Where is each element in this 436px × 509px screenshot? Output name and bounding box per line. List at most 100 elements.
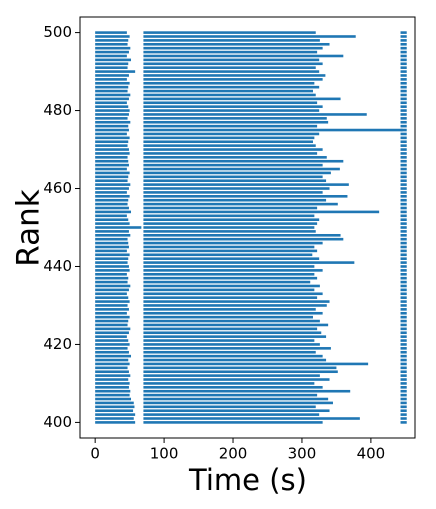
segment	[143, 140, 313, 144]
segment	[95, 343, 130, 346]
segment	[95, 397, 132, 401]
segment	[143, 183, 349, 186]
segment	[400, 78, 407, 81]
segment	[143, 214, 315, 218]
segment	[143, 136, 315, 140]
segment	[400, 62, 407, 66]
segment	[95, 70, 136, 73]
segment	[143, 113, 367, 116]
segment	[400, 417, 407, 420]
segment	[95, 62, 129, 66]
segment	[400, 210, 407, 214]
segment	[143, 335, 327, 338]
segment	[400, 226, 407, 229]
segment	[400, 237, 407, 241]
x-tick-label: 200	[219, 445, 248, 463]
segment	[95, 132, 127, 136]
segment	[143, 159, 344, 163]
segment	[400, 31, 407, 34]
segment	[400, 54, 407, 58]
segment	[95, 366, 128, 370]
segment	[143, 280, 311, 284]
segment	[400, 195, 407, 198]
segment	[143, 237, 344, 241]
y-tick-label: 460	[43, 179, 72, 197]
segment	[400, 117, 407, 120]
segment	[400, 323, 407, 327]
segment	[143, 85, 320, 89]
segment	[400, 105, 407, 108]
segment	[95, 292, 127, 296]
segment	[400, 393, 407, 397]
segment	[143, 300, 330, 303]
segment	[143, 42, 330, 46]
segment	[95, 382, 130, 385]
segment	[95, 128, 129, 132]
segment	[95, 156, 128, 159]
segment	[400, 397, 407, 401]
segment	[400, 374, 407, 377]
segment	[95, 311, 127, 315]
segment	[400, 128, 407, 132]
segment	[95, 152, 130, 155]
segment	[400, 362, 407, 366]
segment	[400, 218, 407, 222]
segment	[143, 206, 318, 210]
segment	[95, 315, 130, 319]
segment	[400, 378, 407, 381]
segment	[95, 378, 129, 381]
segment	[400, 300, 407, 303]
segment	[143, 405, 316, 409]
segment	[400, 50, 407, 54]
segment	[143, 171, 331, 175]
segment	[143, 261, 355, 264]
segment	[400, 163, 407, 167]
segment	[95, 261, 128, 264]
segment	[400, 132, 407, 136]
segment	[400, 370, 407, 374]
segment	[143, 70, 320, 73]
x-tick-label: 100	[150, 445, 179, 463]
segment	[143, 347, 331, 350]
segment	[143, 339, 315, 342]
segment	[400, 343, 407, 346]
segment	[95, 300, 130, 303]
segment	[400, 81, 407, 85]
segment	[400, 156, 407, 159]
segment	[400, 191, 407, 194]
segment	[95, 39, 129, 42]
segment	[95, 117, 128, 120]
segment	[400, 93, 407, 97]
segment	[143, 350, 316, 354]
segment	[95, 253, 130, 257]
segment	[400, 144, 407, 147]
segment	[400, 389, 407, 393]
segment	[95, 249, 127, 253]
segment	[95, 257, 129, 260]
segment	[400, 241, 407, 245]
segment	[95, 81, 130, 85]
segment	[400, 148, 407, 151]
segment	[400, 386, 407, 389]
segment	[95, 144, 128, 147]
segment	[95, 230, 129, 233]
segment	[400, 284, 407, 288]
segment	[95, 413, 136, 416]
y-tick-label: 420	[43, 335, 72, 353]
segment	[95, 272, 127, 276]
segment	[95, 183, 131, 186]
segment	[95, 323, 128, 327]
segment	[400, 354, 407, 358]
y-tick-label: 440	[43, 257, 72, 275]
segment	[143, 276, 318, 280]
segment	[400, 214, 407, 218]
segment	[95, 347, 128, 350]
segment	[400, 39, 407, 42]
segment	[400, 101, 407, 105]
segment	[95, 284, 131, 288]
segment	[400, 85, 407, 89]
segment	[400, 35, 407, 38]
segment	[400, 113, 407, 116]
segment	[143, 245, 315, 249]
segment	[143, 54, 344, 58]
